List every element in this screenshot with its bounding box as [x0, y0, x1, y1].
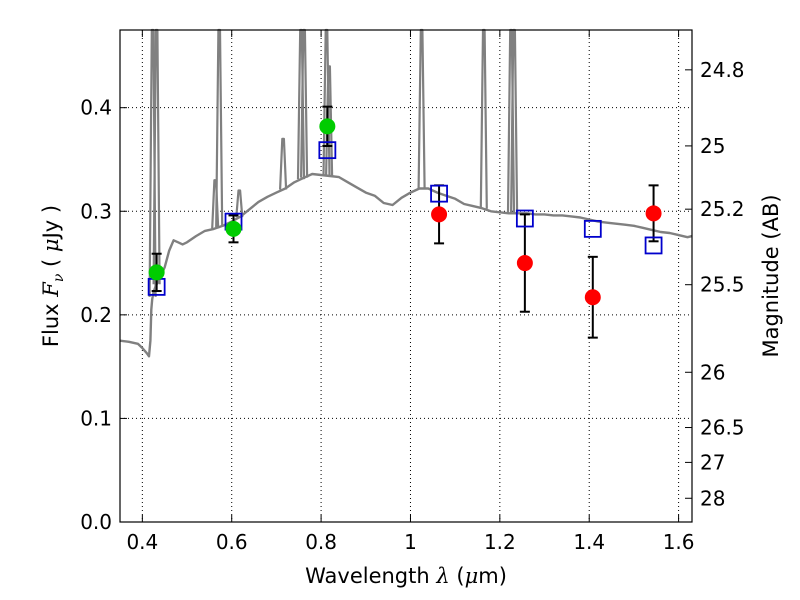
emission-line-5	[279, 137, 288, 190]
y-tick-label: 0.0	[80, 510, 112, 534]
model-photometry-square-6	[644, 236, 663, 255]
x-axis-label: Wavelength λ (μm)	[305, 564, 507, 588]
model-photometry-square-5	[583, 219, 602, 238]
y2-tick-label: 26.5	[700, 416, 745, 440]
emission-line-1	[152, 28, 161, 285]
y-tick-label: 0.1	[80, 406, 112, 430]
model-spectrum-layer	[119, 28, 693, 358]
optical-point-0	[148, 264, 165, 281]
y2-tick-label: 25.2	[700, 197, 745, 221]
x-tick-label: 1.2	[484, 530, 516, 554]
y2-tick-label: 28	[700, 486, 725, 510]
model-spectrum-line	[119, 172, 693, 358]
x-tick-label: 0.4	[126, 530, 158, 554]
axis-ticks-layer: 0.4 0.6 0.8 1 1.2 1.4 1.6 0.0 0.1 0.2 0.3 0.4 24.8 25…	[80, 30, 745, 554]
x-tick-label: 0.8	[305, 530, 337, 554]
y-tick-label: 0.4	[80, 96, 112, 120]
y2-tick-label: 24.8	[700, 58, 745, 82]
model-photometry-square-2	[318, 141, 337, 160]
x-tick-label: 1.6	[663, 530, 695, 554]
x-tick-label: 1	[404, 530, 417, 554]
y-axis-label: Flux Fν ( μJy )	[39, 205, 67, 347]
plot-frame	[119, 29, 693, 523]
y-tick-label: 0.2	[80, 303, 112, 327]
y2-tick-label: 27	[700, 450, 725, 474]
emission-line-4	[235, 189, 244, 218]
model-photometry-square-4	[515, 209, 534, 228]
model-photometry-square-3	[430, 184, 448, 203]
infrared-point-2	[584, 289, 601, 306]
emission-line-10	[417, 28, 426, 189]
y-tick-label: 0.3	[80, 199, 112, 223]
grid-lines	[120, 30, 692, 522]
y2-tick-label: 25.5	[700, 273, 745, 297]
x-tick-label: 0.6	[216, 530, 248, 554]
optical-point-2	[319, 118, 336, 135]
y2-axis-label: Magnitude (AB)	[759, 194, 783, 357]
emission-line-11	[479, 28, 488, 209]
x-tick-label: 1.4	[573, 530, 605, 554]
photometry-marks-layer	[147, 105, 663, 339]
y2-tick-label: 25	[700, 134, 725, 158]
optical-point-1	[225, 220, 242, 237]
infrared-point-3	[645, 205, 662, 222]
emission-line-3	[215, 28, 224, 228]
infrared-point-1	[516, 255, 533, 272]
y2-tick-label: 26	[700, 360, 725, 384]
infrared-point-0	[431, 206, 448, 223]
